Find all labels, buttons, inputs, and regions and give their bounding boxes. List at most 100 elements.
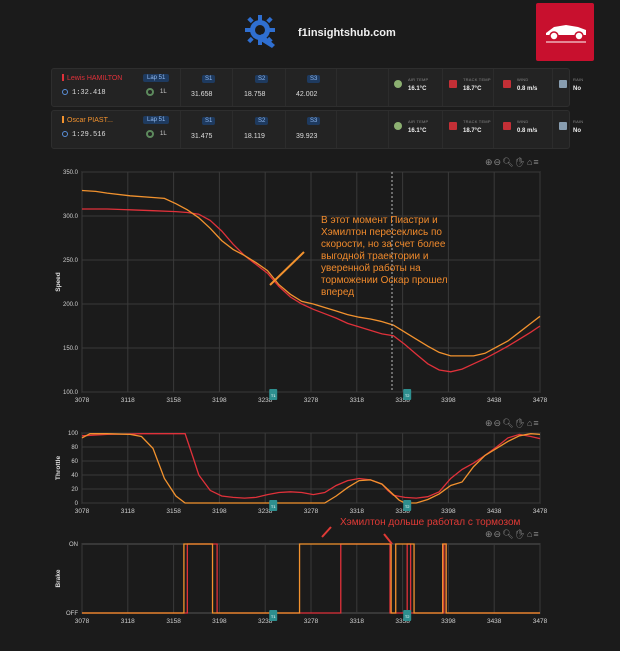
driver-name[interactable]: Lewis HAMILTON	[62, 74, 122, 82]
marker-label: T1	[271, 393, 276, 398]
y-tick-label: 100	[68, 431, 79, 437]
series-line-1[interactable]	[82, 543, 540, 614]
x-tick-label: 3158	[166, 508, 181, 515]
series-line-0[interactable]	[82, 208, 541, 373]
rain-value: No	[573, 86, 581, 92]
clock-icon	[62, 89, 68, 95]
x-tick-label: 3318	[350, 508, 365, 515]
series-line-1[interactable]	[81, 189, 541, 357]
x-tick-label: 3398	[441, 618, 456, 625]
y-tick-label: OFF	[66, 611, 78, 617]
x-tick-label: 3198	[212, 508, 227, 515]
y-tick-label: 100.0	[63, 390, 79, 396]
site-name[interactable]: f1insightshub.com	[298, 27, 396, 39]
annotation-dash-left	[321, 526, 332, 538]
air-label: AIR TEMP	[408, 77, 429, 82]
zoom-out-icon[interactable]: ⊖	[493, 157, 503, 167]
zoom-in-icon[interactable]: ⊕	[485, 157, 494, 167]
tyre-label: 1L	[160, 89, 167, 95]
marker-badge[interactable]	[403, 389, 412, 400]
sector-time-s1: 31.475	[191, 133, 213, 140]
x-tick-label: 3198	[212, 618, 227, 625]
driver-name[interactable]: Oscar PIAST...	[62, 116, 113, 124]
chart-0-plot: 3078 3118 3158 3198 3238 3278 3318 3358 3398 3438…	[55, 170, 548, 404]
row-divider	[232, 69, 233, 106]
wind-label: WIND	[517, 77, 529, 82]
marker-badge[interactable]	[403, 610, 412, 621]
x-tick-label: 3358	[395, 397, 410, 404]
lap-badge[interactable]: Lap 51	[143, 116, 170, 124]
menu-icon[interactable]: ≡	[533, 418, 540, 428]
marker-label: T2	[405, 614, 410, 619]
x-tick-label: 3438	[487, 397, 502, 404]
row-divider	[493, 69, 494, 106]
series-line-0[interactable]	[81, 433, 541, 499]
annotation-dash-right	[383, 533, 393, 545]
sector-time-s2: 18.119	[244, 133, 265, 140]
tyre-label: 1L	[160, 131, 167, 137]
x-tick-label: 3158	[166, 618, 181, 625]
x-tick-label: 3398	[441, 397, 456, 404]
sector-time-s1: 31.658	[191, 91, 213, 98]
brand-logo[interactable]	[536, 3, 594, 61]
y-axis-label: Speed	[55, 272, 62, 292]
tyre-icon	[146, 88, 154, 96]
x-tick-label: 3238	[258, 508, 273, 515]
y-axis-label: Brake	[55, 569, 62, 587]
x-tick-label: 3358	[395, 618, 410, 625]
lap-badge[interactable]: Lap 51	[143, 74, 170, 82]
track-value: 18.7°C	[463, 86, 482, 92]
y-tick-label: 80	[71, 445, 78, 451]
pan-hand-icon[interactable]: ✋︎	[514, 418, 527, 428]
row-divider	[285, 111, 286, 148]
clock-icon	[62, 131, 68, 137]
row-divider	[180, 69, 181, 106]
menu-icon[interactable]: ≡	[533, 157, 540, 167]
brake-annotation: Хэмилтон дольше работал с тормозом	[340, 517, 521, 528]
y-tick-label: 250.0	[63, 258, 79, 264]
rain-value: No	[573, 128, 581, 134]
gear-tools-icon	[245, 15, 275, 48]
x-tick-label: 3198	[212, 397, 227, 404]
zoom-in-icon[interactable]: ⊕	[485, 418, 494, 428]
zoom-in-icon[interactable]: ⊕	[485, 529, 494, 539]
marker-label: T2	[405, 504, 410, 509]
pan-hand-icon[interactable]: ✋︎	[514, 529, 527, 539]
magnifier-icon[interactable]: 🔍︎	[502, 529, 515, 539]
x-tick-label: 3118	[121, 508, 135, 515]
race-car-icon	[546, 25, 586, 43]
series-line-1[interactable]	[81, 433, 541, 504]
tyre-icon	[146, 130, 154, 138]
home-icon[interactable]: ⌂	[526, 418, 534, 428]
chart-toolbar-brake: ⊕⊖🔍︎✋︎⌂≡	[485, 529, 540, 540]
x-tick-label: 3078	[75, 397, 90, 404]
magnifier-icon[interactable]: 🔍︎	[502, 418, 515, 428]
marker-badge[interactable]	[269, 500, 278, 511]
sector-time-s3: 42.002	[296, 91, 318, 98]
x-tick-label: 3118	[121, 618, 135, 625]
y-axis-label: Throttle	[55, 456, 62, 481]
magnifier-icon[interactable]: 🔍︎	[502, 157, 515, 167]
zoom-out-icon[interactable]: ⊖	[493, 529, 503, 539]
driver-name-text: Oscar PIAST...	[67, 117, 113, 124]
marker-badge[interactable]	[269, 389, 278, 400]
pan-hand-icon[interactable]: ✋︎	[514, 157, 527, 167]
wind-flag-icon	[503, 80, 511, 88]
zoom-out-icon[interactable]: ⊖	[493, 418, 503, 428]
track-label: TRACK TEMP	[463, 77, 491, 82]
marker-badge[interactable]	[269, 610, 278, 621]
marker-label: T1	[271, 614, 276, 619]
home-icon[interactable]: ⌂	[526, 157, 534, 167]
home-icon[interactable]: ⌂	[526, 529, 534, 539]
row-divider	[388, 111, 389, 148]
x-tick-label: 3358	[395, 508, 410, 515]
marker-badge[interactable]	[403, 500, 412, 511]
sector-badge-s1: S1	[202, 117, 216, 125]
menu-icon[interactable]: ≡	[533, 529, 540, 539]
x-tick-label: 3438	[487, 618, 502, 625]
rain-label: RAIN	[573, 77, 584, 82]
sector-time-s2: 18.758	[244, 91, 266, 98]
row-divider	[336, 111, 337, 148]
lap-time-value: 1:29.516	[72, 131, 106, 139]
